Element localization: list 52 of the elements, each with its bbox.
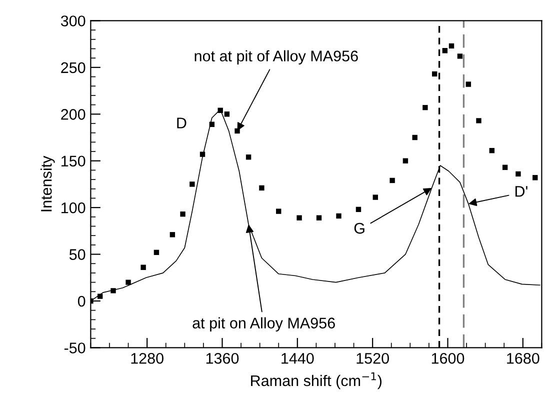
- point: [140, 264, 146, 270]
- x-tick-label: 1520: [356, 352, 389, 364]
- point: [502, 164, 508, 170]
- annotation: D: [177, 118, 186, 128]
- point: [390, 178, 395, 184]
- point: [224, 112, 230, 117]
- point: [276, 208, 282, 214]
- y-tick-label: 100: [62, 202, 86, 214]
- y-tick-label: 300: [60, 16, 86, 26]
- point: [336, 213, 342, 219]
- y-tick-label: 50: [69, 249, 86, 260]
- x-tick-label: 1280: [131, 352, 164, 364]
- x-tick-label: 1680: [507, 352, 540, 364]
- point: [126, 280, 131, 285]
- point: [489, 148, 494, 154]
- x-axis-title: Raman shift (cm$^{−1}$): [251, 372, 382, 390]
- annotation: at pit on Alloy MA956: [192, 317, 335, 332]
- point: [190, 182, 195, 187]
- point: [432, 71, 438, 77]
- point: [457, 54, 463, 59]
- y-tick-label: -50: [64, 342, 86, 354]
- point: [356, 206, 362, 212]
- point: [442, 48, 448, 54]
- point: [259, 185, 264, 191]
- y-tick-label: 150: [62, 156, 86, 167]
- point: [246, 154, 252, 160]
- point: [110, 288, 116, 294]
- x-tick-label: 1360: [206, 352, 239, 364]
- annotation: not at pit of Alloy MA956: [194, 50, 358, 64]
- y-tick-label: 250: [61, 62, 86, 74]
- point: [234, 128, 240, 134]
- point: [154, 250, 160, 255]
- point: [316, 215, 322, 220]
- y-tick-label: 0: [78, 296, 86, 307]
- point: [448, 43, 454, 49]
- point: [180, 212, 186, 217]
- x-tick-label: 1600: [432, 352, 464, 364]
- point: [422, 104, 428, 110]
- y-tick-label: 200: [61, 108, 86, 120]
- point: [412, 134, 418, 140]
- point: [532, 175, 538, 180]
- point: [296, 215, 302, 220]
- point: [372, 194, 378, 200]
- point: [516, 171, 521, 177]
- point: [402, 158, 408, 164]
- point: [170, 232, 176, 238]
- point: [476, 118, 482, 124]
- annotation: G: [354, 222, 364, 234]
- annotation: D': [515, 186, 528, 197]
- x-tick-label: 1440: [282, 352, 314, 364]
- y-axis-title: Intensity: [40, 156, 55, 212]
- point: [466, 82, 472, 87]
